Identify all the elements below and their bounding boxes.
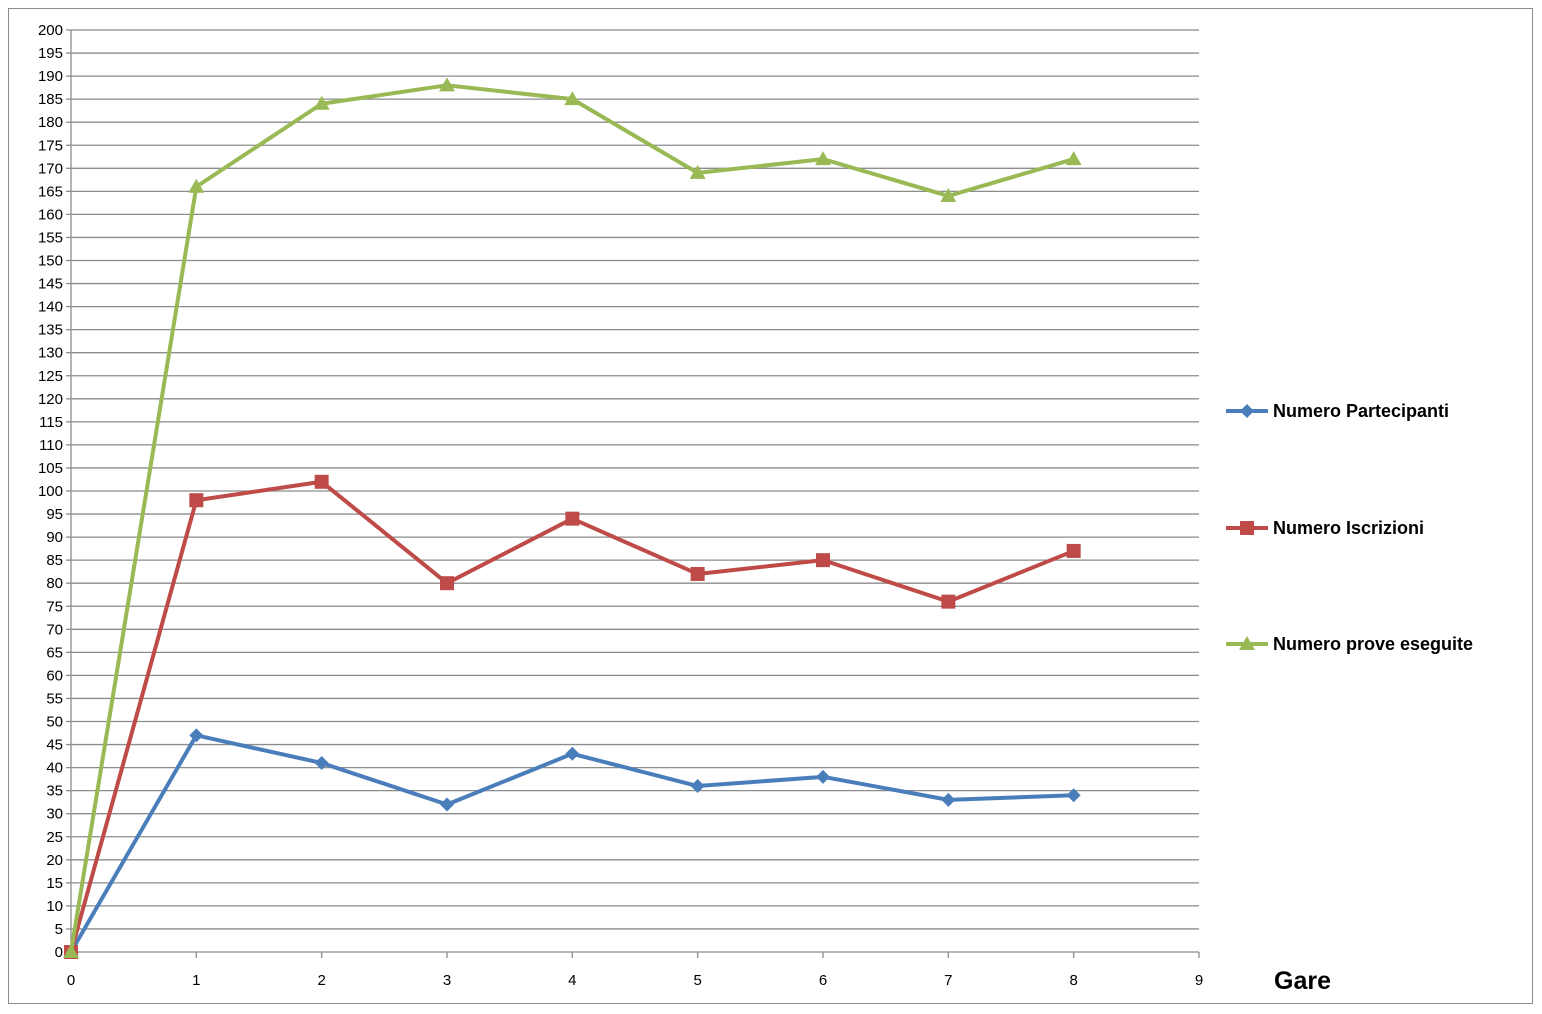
legend-label: Numero Partecipanti — [1273, 401, 1449, 421]
y-tick-label: 155 — [38, 229, 63, 246]
y-tick-label: 140 — [38, 299, 63, 316]
data-point — [188, 178, 205, 193]
y-tick-label: 190 — [38, 68, 63, 85]
y-tick-label: 55 — [46, 690, 63, 707]
y-tick-label: 200 — [38, 22, 63, 39]
data-point — [314, 755, 329, 770]
x-tick-label: 8 — [1069, 972, 1077, 989]
x-tick-label: 2 — [317, 972, 325, 989]
chart-area — [8, 8, 1533, 1004]
data-point — [565, 511, 580, 526]
data-point — [564, 91, 581, 106]
x-axis-title: Gare — [1274, 967, 1331, 995]
legend-marker — [1239, 636, 1255, 650]
series-line — [69, 479, 1075, 953]
y-tick-label: 170 — [38, 160, 63, 177]
data-point — [690, 779, 705, 794]
data-point — [189, 493, 204, 508]
y-tick-label: 115 — [39, 414, 63, 431]
y-tick-label: 80 — [46, 575, 63, 592]
y-tick-label: 20 — [46, 852, 63, 869]
y-tick-label: 160 — [38, 206, 63, 223]
y-tick-label: 35 — [46, 783, 63, 800]
y-tick-label: 65 — [46, 644, 63, 661]
gridlines — [71, 29, 1199, 930]
legend: Numero Partecipanti Numero Iscrizioni Nume… — [1226, 401, 1473, 654]
x-axis-tick-labels: 0 1 2 3 4 5 6 7 8 9 — [67, 972, 1203, 989]
data-point — [816, 769, 830, 784]
legend-marker — [1240, 404, 1254, 418]
x-tick-label: 1 — [192, 972, 200, 989]
y-tick-label: 15 — [46, 875, 63, 892]
y-tick-label: 165 — [38, 183, 63, 200]
data-point — [314, 474, 329, 489]
data-point — [565, 746, 580, 761]
y-tick-label: 0 — [55, 944, 63, 961]
y-tick-label: 40 — [46, 760, 63, 777]
data-point — [690, 566, 705, 581]
legend-label: Numero Iscrizioni — [1273, 518, 1424, 538]
data-point — [63, 944, 79, 958]
data-point — [816, 553, 830, 568]
data-point — [189, 728, 204, 743]
y-tick-label: 10 — [46, 898, 63, 915]
y-tick-label: 25 — [46, 829, 63, 846]
y-tick-label: 135 — [38, 322, 63, 339]
data-point — [1066, 543, 1081, 558]
y-tick-label: 195 — [38, 45, 63, 62]
y-tick-label: 90 — [46, 529, 63, 546]
axes — [66, 29, 1200, 958]
y-tick-label: 130 — [38, 345, 63, 362]
y-axis-tick-labels: 0 5 10 15 20 25 30 35 40 45 50 55 60 65 70 75 80 85 90 95 10… — [38, 22, 63, 961]
y-tick-label: 5 — [55, 921, 63, 938]
data-point — [815, 151, 831, 166]
y-tick-label: 75 — [46, 598, 63, 615]
y-tick-label: 30 — [46, 806, 63, 823]
data-point — [440, 797, 454, 812]
series-2 — [64, 474, 1081, 959]
x-tick-label: 7 — [944, 972, 952, 989]
series — [63, 77, 1082, 959]
x-tick-label: 0 — [67, 972, 75, 989]
data-point — [941, 792, 956, 807]
y-tick-label: 150 — [38, 253, 63, 270]
data-point — [689, 164, 706, 179]
legend-item: Numero Iscrizioni — [1226, 518, 1424, 538]
x-tick-label: 4 — [568, 972, 576, 989]
y-tick-label: 105 — [38, 460, 63, 477]
y-tick-label: 85 — [46, 552, 63, 569]
y-tick-label: 95 — [46, 506, 63, 523]
x-tick-label: 9 — [1195, 972, 1203, 989]
y-tick-label: 110 — [39, 437, 63, 454]
legend-label: Numero prove eseguite — [1273, 634, 1473, 654]
y-tick-label: 45 — [46, 737, 63, 754]
y-tick-label: 50 — [46, 714, 63, 731]
y-tick-label: 185 — [38, 91, 63, 108]
legend-item: Numero Partecipanti — [1226, 401, 1449, 421]
legend-item: Numero prove eseguite — [1226, 634, 1473, 654]
data-point — [1065, 151, 1082, 166]
y-tick-label: 180 — [38, 114, 63, 131]
data-point — [941, 594, 956, 609]
data-point — [440, 576, 454, 591]
data-point — [1066, 788, 1081, 803]
y-tick-label: 60 — [46, 667, 63, 684]
y-tick-label: 100 — [38, 483, 63, 500]
y-tick-label: 175 — [38, 137, 63, 154]
data-point — [940, 187, 957, 202]
y-tick-label: 145 — [38, 276, 63, 293]
x-tick-label: 3 — [443, 972, 451, 989]
x-tick-label: 6 — [819, 972, 827, 989]
series-1 — [64, 728, 1081, 959]
y-tick-label: 120 — [38, 391, 63, 408]
x-tick-label: 5 — [693, 972, 701, 989]
legend-marker — [1240, 521, 1254, 535]
y-tick-label: 70 — [46, 621, 63, 638]
data-point — [313, 95, 330, 110]
data-point — [439, 77, 455, 92]
series-3 — [63, 77, 1082, 958]
y-tick-label: 125 — [38, 368, 63, 385]
